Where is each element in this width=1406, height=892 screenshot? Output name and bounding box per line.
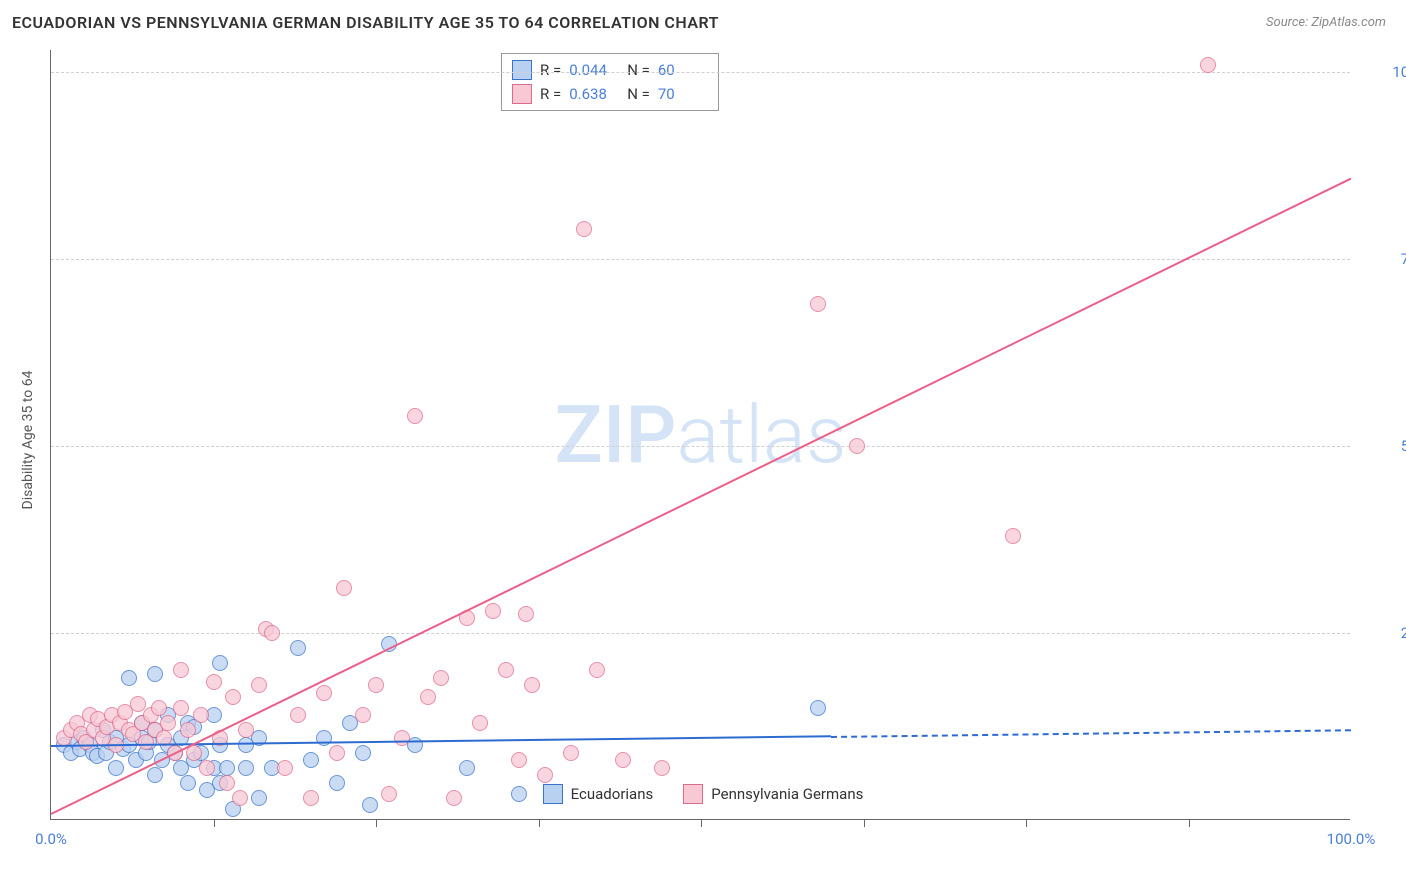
data-point (264, 625, 280, 641)
data-point (518, 606, 534, 622)
legend-swatch (543, 784, 563, 804)
data-point (121, 670, 137, 686)
data-point (219, 760, 235, 776)
data-point (147, 666, 163, 682)
x-tick (864, 820, 865, 827)
y-tick-label: 75.0% (1361, 250, 1406, 268)
legend-swatch (512, 84, 532, 104)
data-point (615, 752, 631, 768)
data-point (485, 603, 501, 619)
data-point (368, 677, 384, 693)
r-value: 0.638 (569, 85, 619, 103)
grid-line (51, 446, 1350, 447)
series-legend: Ecuadorians Pennsylvania Germans (0, 784, 1406, 804)
legend-label: Ecuadorians (571, 785, 654, 803)
trend-line (831, 729, 1351, 738)
data-point (1200, 57, 1216, 73)
y-tick-label: 25.0% (1361, 624, 1406, 642)
r-value: 0.044 (569, 61, 619, 79)
x-tick (539, 820, 540, 827)
data-point (355, 745, 371, 761)
watermark: ZIPatlas (555, 388, 847, 482)
x-tick-label: 100.0% (1327, 830, 1376, 848)
x-tick (376, 820, 377, 827)
x-tick (1189, 820, 1190, 827)
data-point (420, 689, 436, 705)
data-point (199, 760, 215, 776)
y-tick-label: 100.0% (1361, 63, 1406, 81)
data-point (193, 707, 209, 723)
chart-title: ECUADORIAN VS PENNSYLVANIA GERMAN DISABI… (12, 13, 719, 32)
data-point (329, 745, 345, 761)
n-value: 70 (658, 85, 708, 103)
data-point (654, 760, 670, 776)
y-tick-label: 50.0% (1361, 437, 1406, 455)
data-point (589, 662, 605, 678)
scatter-plot: ZIPatlas R =0.044N =60R =0.638N =70 25.0… (50, 50, 1350, 820)
legend-item: Pennsylvania Germans (683, 784, 863, 804)
legend-item: Ecuadorians (543, 784, 654, 804)
x-tick (214, 820, 215, 827)
data-point (472, 715, 488, 731)
n-label: N = (627, 61, 650, 79)
data-point (238, 722, 254, 738)
data-point (147, 767, 163, 783)
data-point (563, 745, 579, 761)
x-tick (1026, 820, 1027, 827)
stats-row: R = 0.638 N = 70 (512, 82, 708, 106)
trend-line (51, 177, 1352, 814)
data-point (173, 700, 189, 716)
source-label: Source: ZipAtlas.com (1266, 15, 1386, 30)
legend-swatch (512, 60, 532, 80)
n-label: N = (627, 85, 650, 103)
legend-label: Pennsylvania Germans (711, 785, 863, 803)
data-point (849, 438, 865, 454)
data-point (151, 700, 167, 716)
data-point (212, 655, 228, 671)
watermark-strong: ZIP (555, 388, 677, 482)
data-point (316, 685, 332, 701)
grid-line (51, 633, 1350, 634)
grid-line (51, 72, 1350, 73)
data-point (1005, 528, 1021, 544)
data-point (173, 662, 189, 678)
x-tick (701, 820, 702, 827)
stats-legend: R = 0.044 N = 60 R = 0.638 N = 70 (501, 53, 719, 111)
data-point (160, 715, 176, 731)
data-point (810, 296, 826, 312)
r-label: R = (540, 85, 561, 103)
data-point (459, 760, 475, 776)
grid-line (51, 259, 1350, 260)
data-point (108, 760, 124, 776)
data-point (511, 752, 527, 768)
data-point (336, 580, 352, 596)
data-point (238, 760, 254, 776)
data-point (180, 722, 196, 738)
data-point (498, 662, 514, 678)
r-label: R = (540, 61, 561, 79)
data-point (407, 408, 423, 424)
data-point (251, 677, 267, 693)
data-point (303, 752, 319, 768)
data-point (290, 640, 306, 656)
data-point (524, 677, 540, 693)
legend-swatch (683, 784, 703, 804)
data-point (277, 760, 293, 776)
data-point (290, 707, 306, 723)
data-point (576, 221, 592, 237)
data-point (355, 707, 371, 723)
stats-row: R = 0.044 N = 60 (512, 58, 708, 82)
data-point (810, 700, 826, 716)
x-tick-label: 0.0% (35, 830, 67, 848)
data-point (394, 730, 410, 746)
data-point (206, 674, 222, 690)
y-axis-label: Disability Age 35 to 64 (20, 371, 36, 510)
data-point (225, 689, 241, 705)
data-point (433, 670, 449, 686)
data-point (537, 767, 553, 783)
n-value: 60 (658, 61, 708, 79)
